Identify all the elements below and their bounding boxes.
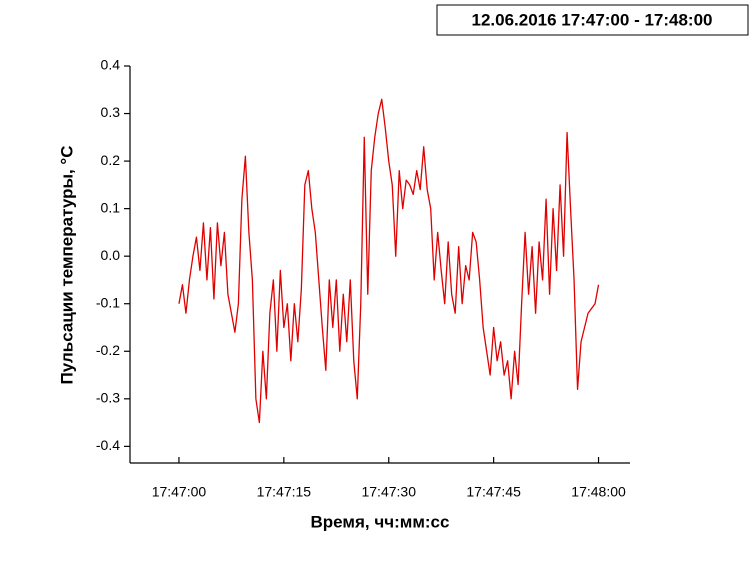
x-tick-label: 17:47:45 (466, 484, 521, 500)
line (178, 98, 600, 424)
y-axis-label: Пульсации температуры, °С (57, 146, 76, 385)
y-tick-label: -0.4 (96, 437, 120, 453)
y-tick-label: 0.2 (101, 152, 121, 168)
y-tick-label: 0.3 (101, 104, 121, 120)
y-tick-label: 0.0 (101, 247, 121, 263)
x-axis-label: Время, чч:мм:сс (311, 512, 450, 531)
y-tick-label: 0.4 (101, 57, 121, 73)
x-tick-label: 17:47:30 (361, 484, 416, 500)
title-box (436, 4, 749, 36)
y-tick-label: -0.2 (96, 342, 120, 358)
x-tick-label: 17:47:00 (152, 484, 207, 500)
x-tick-label: 17:47:15 (257, 484, 312, 500)
y-tick-label: -0.3 (96, 390, 120, 406)
chart-title: 12.06.2016 17:47:00 - 17:48:00 (471, 10, 712, 29)
y-tick-label: -0.1 (96, 294, 120, 310)
x-tick-label: 17:48:00 (571, 484, 626, 500)
y-tick-label: 0.1 (101, 199, 121, 215)
